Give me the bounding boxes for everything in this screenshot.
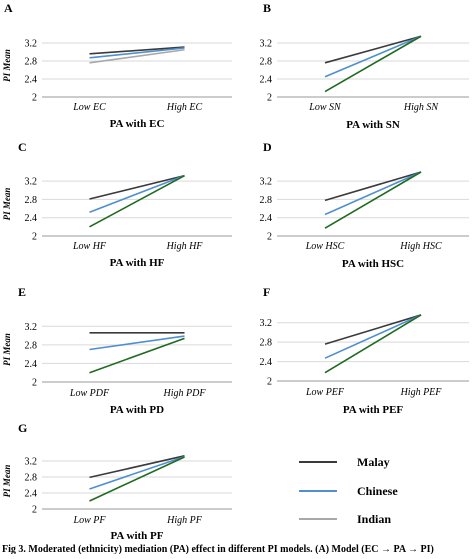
y-tick-label: 2 — [267, 232, 272, 243]
series-line-chinese — [324, 314, 422, 359]
series-line-indian — [324, 314, 422, 374]
x-category-label: Low HSC — [305, 241, 345, 252]
y-axis-title: PI Mean — [2, 49, 12, 82]
panel-label: G — [18, 421, 27, 435]
y-tick-label: 2.4 — [25, 213, 38, 224]
x-category-label: Low EC — [72, 102, 106, 113]
y-tick-label: 2.8 — [25, 195, 38, 206]
series-line-malay — [324, 35, 422, 64]
x-category-label: High HSC — [399, 241, 442, 252]
panel-label: F — [263, 285, 270, 299]
series-line-chinese — [89, 455, 185, 490]
y-tick-label: 2.8 — [260, 57, 273, 68]
series-line-malay — [89, 455, 185, 479]
series-line-indian — [324, 171, 422, 229]
panel-label: C — [18, 140, 27, 154]
legend-label-indian: Indian — [357, 512, 391, 526]
y-axis-title: PI Mean — [2, 333, 12, 366]
y-tick-label: 2.8 — [260, 338, 273, 349]
series-line-indian — [89, 456, 185, 502]
y-tick-label: 2.4 — [260, 75, 273, 86]
y-tick-label: 3.2 — [260, 318, 273, 329]
series-line-indian — [89, 337, 185, 374]
x-axis-title: PA with HSC — [342, 258, 404, 270]
y-tick-label: 3.2 — [25, 457, 38, 468]
y-tick-label: 2.4 — [25, 75, 38, 86]
x-category-label: Low PEF — [305, 387, 345, 398]
x-category-label: High PF — [166, 515, 203, 526]
legend: Malay Chinese Indian — [299, 455, 398, 526]
panel-e: E 2 2.4 2.8 3.2 PI Mean Low PDF High PDF PA with… — [2, 285, 232, 416]
series-line-malay — [324, 171, 422, 202]
series-line-indian — [89, 48, 185, 64]
y-tick-label: 2.8 — [25, 57, 38, 68]
series-line-malay — [89, 174, 185, 200]
legend-label-chinese: Chinese — [357, 484, 398, 498]
series-line-malay — [89, 46, 185, 55]
panel-label: A — [4, 1, 13, 15]
y-tick-label: 3.2 — [25, 322, 38, 333]
x-axis-title: PA with EC — [110, 118, 165, 130]
y-tick-label: 3.2 — [260, 39, 273, 50]
panel-label: D — [263, 140, 272, 154]
x-axis-title: PA with HF — [110, 257, 165, 269]
series-line-chinese — [324, 35, 422, 78]
y-tick-label: 2.4 — [25, 359, 38, 370]
y-tick-label: 2.4 — [260, 357, 273, 368]
series-line-indian — [324, 35, 422, 93]
y-tick-label: 3.2 — [25, 39, 38, 50]
x-axis-title: PA with PD — [110, 404, 164, 416]
x-axis-title: PA with PF — [111, 530, 164, 542]
x-axis-title: PA with PEF — [343, 404, 404, 416]
y-tick-label: 2 — [32, 378, 37, 389]
panel-d: D 2 2.4 2.8 3.2 Low HSC High HSC PA with HSC — [260, 140, 469, 270]
series-line-chinese — [89, 174, 185, 213]
y-tick-label: 2 — [267, 377, 272, 388]
y-axis-title: PI Mean — [2, 465, 12, 498]
y-tick-label: 2.8 — [25, 340, 38, 351]
x-category-label: Low PF — [73, 515, 107, 526]
series-line-malay — [324, 314, 422, 345]
panel-label: E — [18, 285, 26, 299]
y-tick-label: 2 — [32, 505, 37, 516]
y-tick-label: 2.8 — [260, 195, 273, 206]
x-category-label: Low PDF — [69, 388, 110, 399]
panel-f: F 2 2.4 2.8 3.2 Low PEF High PEF PA with PEF — [260, 285, 469, 416]
x-category-label: High PDF — [163, 388, 207, 399]
y-axis-title: PI Mean — [2, 188, 12, 221]
x-axis-title: PA with SN — [346, 119, 400, 131]
panel-label: B — [263, 1, 271, 15]
y-tick-label: 2 — [32, 232, 37, 243]
series-line-chinese — [324, 171, 422, 216]
legend-label-malay: Malay — [357, 455, 390, 469]
x-category-label: Low SN — [308, 102, 342, 113]
series-line-chinese — [89, 47, 185, 59]
y-tick-label: 2 — [267, 93, 272, 104]
y-tick-label: 2.8 — [25, 473, 38, 484]
y-tick-label: 2 — [32, 93, 37, 104]
figure-caption: Fig 3. Moderated (ethnicity) mediation (… — [2, 544, 434, 554]
x-category-label: High HF — [166, 241, 204, 252]
series-line-indian — [89, 174, 185, 228]
x-category-label: High EC — [166, 102, 203, 113]
y-tick-label: 3.2 — [25, 177, 38, 188]
x-category-label: High PEF — [400, 387, 443, 398]
x-category-label: Low HF — [72, 241, 107, 252]
x-category-label: High SN — [403, 102, 440, 113]
y-tick-label: 2.4 — [260, 213, 273, 224]
y-tick-label: 2.4 — [25, 489, 38, 500]
series-line-chinese — [89, 335, 185, 351]
y-tick-label: 3.2 — [260, 177, 273, 188]
